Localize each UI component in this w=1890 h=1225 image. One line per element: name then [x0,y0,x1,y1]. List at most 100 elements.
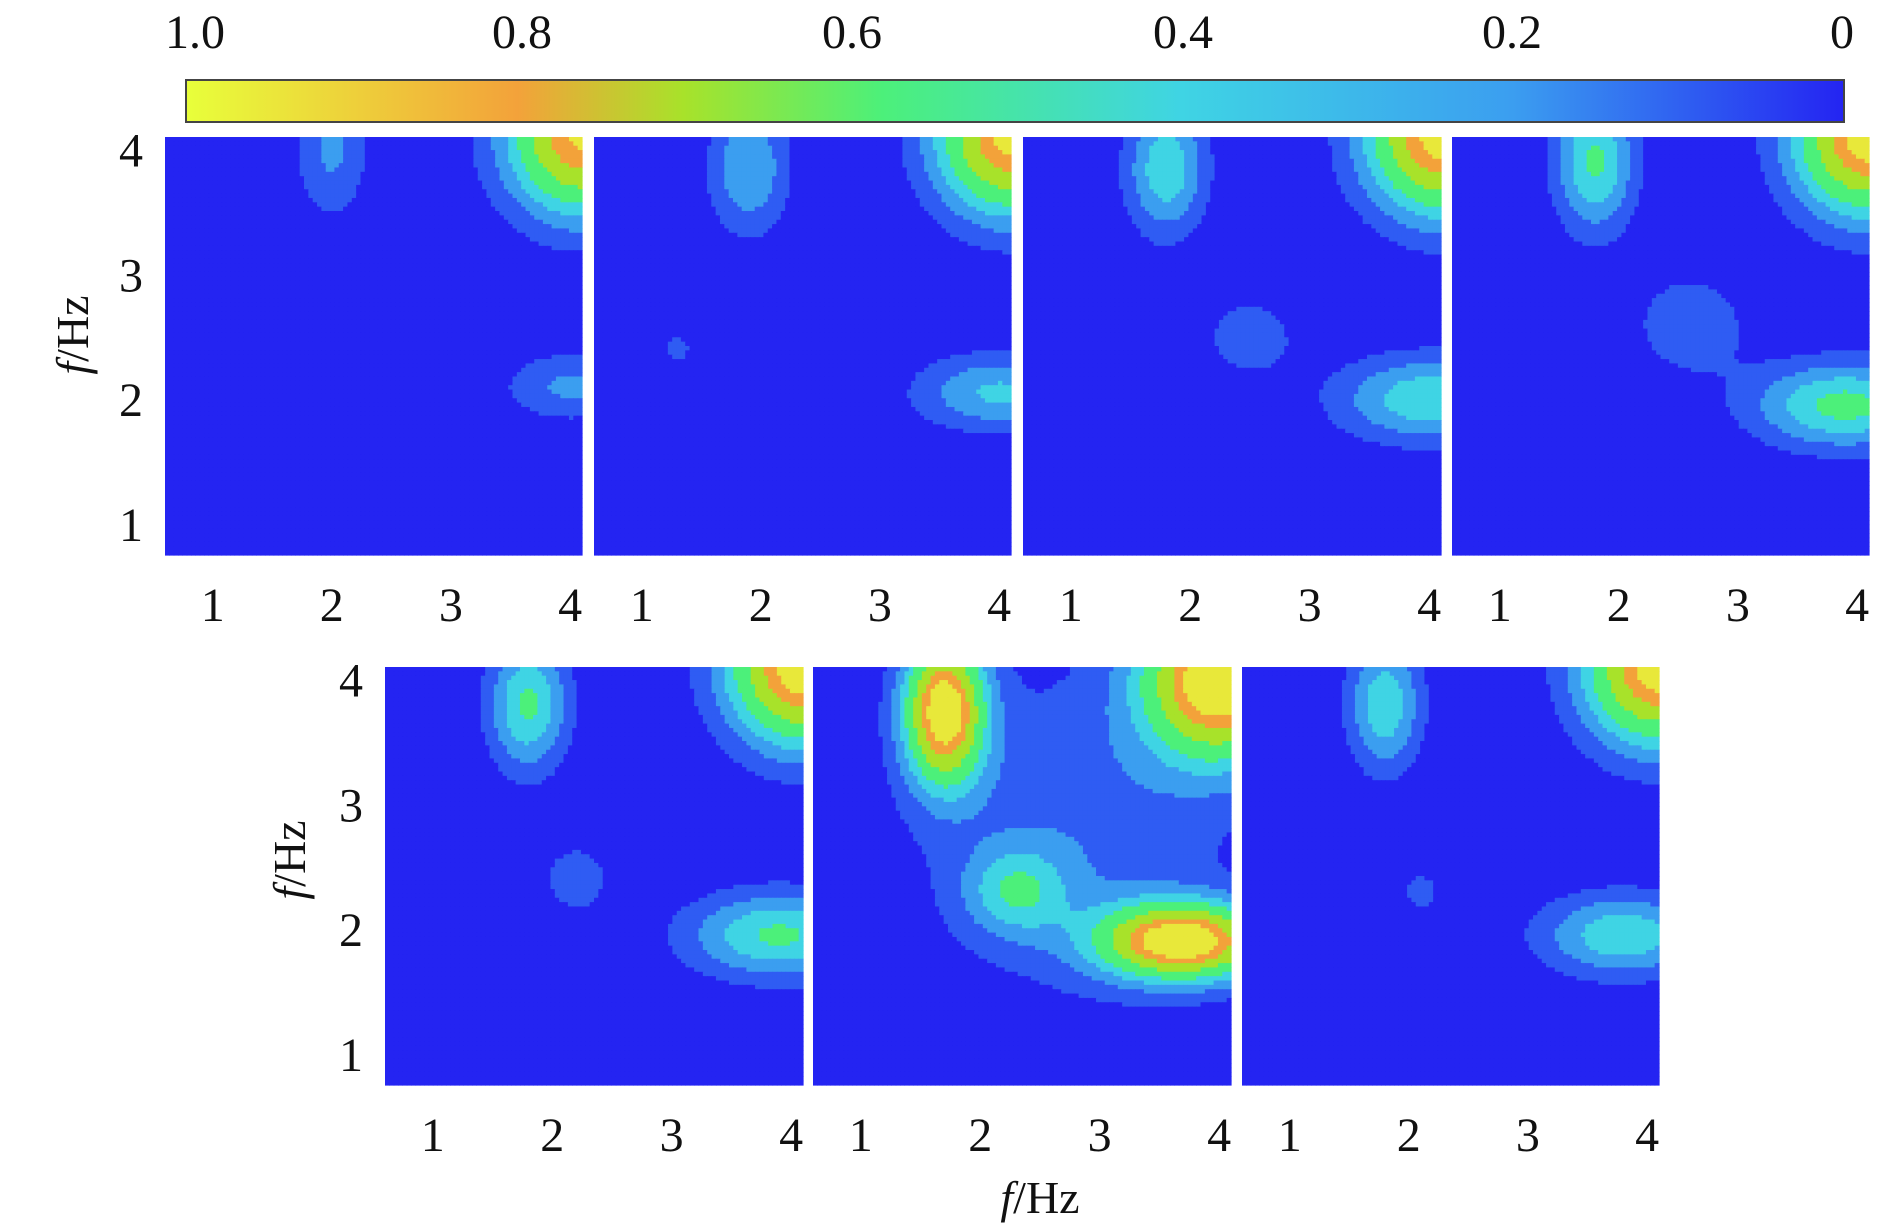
heatmap-cell [543,285,548,290]
heatmap-cell [187,202,192,207]
heatmap-cell [274,202,279,207]
heatmap-cell [526,141,531,146]
heatmap-cell [317,150,322,155]
heatmap-cell [417,276,422,281]
heatmap-cell [282,146,287,151]
heatmap-cell [256,167,261,172]
heatmap-cell [352,215,357,220]
heatmap-cell [486,285,491,290]
heatmap-cell [243,172,248,177]
heatmap-cell [491,194,496,199]
heatmap-cell [508,150,513,155]
heatmap-cell [530,281,535,286]
heatmap-cell [182,137,187,142]
heatmap-cell [495,150,500,155]
heatmap-cell [434,237,439,242]
heatmap-cell [460,150,465,155]
heatmap-cell [413,207,418,212]
heatmap-cell [547,159,552,164]
heatmap-cell [313,172,318,177]
heatmap-cell [304,255,309,260]
heatmap-cell [295,228,300,233]
heatmap-cell [434,220,439,225]
heatmap-cell [552,198,557,203]
heatmap-cell [204,255,209,260]
heatmap-cell [261,228,266,233]
heatmap-cell [456,167,461,172]
heatmap-cell [356,146,361,151]
heatmap-cell [256,250,261,255]
heatmap-cell [187,137,192,142]
heatmap-cell [291,242,296,247]
heatmap-cell [482,246,487,251]
heatmap-cell [365,181,370,186]
heatmap-cell [552,285,557,290]
heatmap-cell [226,163,231,168]
heatmap-cell [560,194,565,199]
heatmap-cell [578,268,583,273]
heatmap-cell [308,137,313,142]
heatmap-cell [195,159,200,164]
heatmap-cell [261,172,266,177]
heatmap-cell [352,163,357,168]
heatmap-cell [352,228,357,233]
heatmap-cell [200,172,205,177]
heatmap-cell [417,194,422,199]
heatmap-cell [556,181,561,186]
heatmap-cell [408,194,413,199]
heatmap-cell [539,189,544,194]
heatmap-cell [469,263,474,268]
heatmap-cell [391,228,396,233]
heatmap-cell [469,146,474,151]
heatmap-cell [434,202,439,207]
heatmap-cell [560,276,565,281]
heatmap-cell [439,285,444,290]
heatmap-cell [473,198,478,203]
heatmap-cell [178,268,183,273]
heatmap-cell [265,281,270,286]
heatmap-cell [217,294,222,299]
heatmap-cell [252,294,257,299]
heatmap-cell [295,233,300,238]
heatmap-cell [426,233,431,238]
heatmap-cell [569,181,574,186]
heatmap-cell [291,194,296,199]
heatmap-cell [235,207,240,212]
heatmap-cell [543,181,548,186]
heatmap-cell [439,255,444,260]
heatmap-cell [460,250,465,255]
heatmap-cell [208,163,213,168]
heatmap-cell [261,141,266,146]
heatmap-cell [174,263,179,268]
heatmap-cell [235,268,240,273]
heatmap-cell [347,194,352,199]
heatmap-cell [552,202,557,207]
heatmap-cell [382,285,387,290]
heatmap-cell [456,289,461,294]
heatmap-cell [374,250,379,255]
heatmap-cell [382,211,387,216]
heatmap-cell [213,211,218,216]
heatmap-cell [465,220,470,225]
heatmap-cell [460,228,465,233]
heatmap-cell [439,207,444,212]
heatmap-cell [374,167,379,172]
heatmap-cell [191,263,196,268]
heatmap-cell [347,181,352,186]
heatmap-cell [473,211,478,216]
heatmap-cell [447,233,452,238]
heatmap-cell [569,198,574,203]
heatmap-cell [269,185,274,190]
heatmap-cell [217,181,222,186]
heatmap-cell [269,194,274,199]
heatmap-cell [430,224,435,229]
heatmap-cell [369,202,374,207]
heatmap-cell [200,211,205,216]
heatmap-cell [391,263,396,268]
heatmap-cell [365,246,370,251]
heatmap-cell [539,233,544,238]
heatmap-cell [560,146,565,151]
heatmap-cell [530,202,535,207]
heatmap-cell [534,163,539,168]
heatmap-cell [478,281,483,286]
